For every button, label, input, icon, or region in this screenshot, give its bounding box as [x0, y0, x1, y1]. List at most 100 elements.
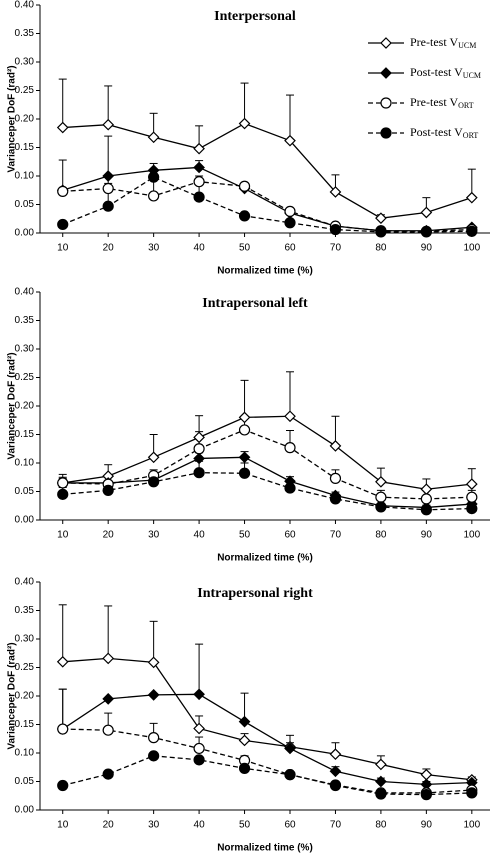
marker	[375, 212, 387, 225]
x-tick-label: 20	[103, 530, 115, 541]
x-tick-label: 90	[421, 243, 433, 254]
marker	[57, 218, 69, 231]
marker	[375, 775, 387, 788]
marker	[193, 467, 205, 479]
x-tick-label: 50	[239, 820, 251, 831]
marker	[329, 748, 342, 760]
marker	[420, 789, 432, 801]
legend-label: Post-test VORT	[410, 125, 478, 140]
marker	[238, 411, 251, 424]
x-tick-label: 70	[330, 820, 342, 831]
series-line	[62, 728, 472, 794]
y-tick-label: 0.30	[15, 344, 35, 355]
legend-marker	[380, 127, 392, 139]
y-tick-label: 0.25	[15, 662, 35, 673]
marker	[193, 176, 205, 188]
legend-marker	[380, 97, 392, 109]
x-tick-label: 40	[194, 530, 206, 541]
marker	[375, 758, 387, 771]
marker	[375, 491, 387, 503]
marker	[148, 171, 160, 183]
legend-subscript: UCM	[463, 71, 481, 80]
series-line	[62, 429, 472, 500]
y-axis-label: Varianceper DoF (rad²)	[7, 65, 18, 172]
y-tick-label: 0.25	[15, 85, 35, 96]
marker	[148, 190, 160, 202]
x-tick-label: 40	[194, 820, 206, 831]
y-tick-label: 0.35	[15, 28, 35, 39]
marker	[193, 688, 205, 701]
y-tick-label: 0.30	[15, 57, 35, 68]
series-line	[62, 415, 472, 490]
marker	[420, 493, 432, 505]
marker	[193, 754, 205, 766]
marker	[420, 206, 433, 219]
x-tick-label: 60	[284, 820, 296, 831]
marker	[238, 210, 251, 222]
marker	[329, 472, 342, 484]
marker	[420, 483, 433, 496]
marker	[102, 484, 114, 496]
series-line	[62, 176, 472, 233]
marker	[465, 191, 478, 204]
y-tick-label: 0.15	[15, 719, 35, 730]
marker	[466, 225, 478, 237]
marker	[102, 200, 114, 212]
marker	[329, 223, 342, 236]
marker	[193, 443, 205, 455]
marker	[284, 442, 296, 454]
y-tick-label: 0.05	[15, 776, 35, 787]
marker	[147, 656, 160, 669]
marker	[284, 205, 296, 217]
y-tick-label: 0.25	[15, 372, 35, 383]
x-tick-label: 80	[375, 243, 387, 254]
series-line	[62, 456, 472, 509]
marker	[102, 170, 115, 182]
marker	[329, 765, 342, 778]
marker	[284, 482, 296, 494]
y-tick-label: 0.40	[15, 0, 35, 11]
marker	[284, 217, 296, 229]
marker	[375, 226, 387, 238]
marker	[148, 476, 160, 488]
legend-name: Post-test V	[410, 125, 463, 139]
marker	[102, 724, 114, 736]
series-line	[62, 122, 473, 219]
marker	[193, 742, 205, 755]
x-axis-label: Normalized time (%)	[217, 843, 313, 854]
y-tick-label: 0.20	[15, 401, 35, 412]
marker	[238, 734, 251, 747]
marker	[375, 475, 387, 488]
x-tick-label: 90	[421, 820, 433, 831]
legend-marker	[380, 37, 392, 49]
y-tick-label: 0.10	[15, 458, 35, 469]
y-tick-label: 0.00	[15, 228, 35, 239]
y-tick-label: 0.20	[15, 691, 35, 702]
marker	[284, 410, 296, 423]
legend-name: Post-test V	[410, 65, 463, 79]
y-tick-label: 0.40	[15, 287, 35, 298]
marker	[57, 488, 69, 500]
legend-name: Pre-test V	[410, 95, 458, 109]
marker	[329, 779, 342, 792]
x-tick-label: 70	[330, 530, 342, 541]
marker	[375, 501, 387, 513]
series-line	[62, 472, 472, 511]
y-tick-label: 0.40	[15, 577, 35, 588]
marker	[57, 185, 69, 197]
x-tick-label: 50	[239, 530, 251, 541]
x-tick-label: 100	[463, 820, 480, 831]
y-tick-label: 0.00	[15, 805, 35, 816]
marker	[238, 467, 251, 479]
x-axis-label: Normalized time (%)	[217, 266, 313, 277]
x-tick-label: 50	[239, 243, 251, 254]
marker	[56, 655, 69, 668]
marker	[102, 693, 115, 705]
marker	[147, 131, 160, 144]
y-tick-label: 0.35	[15, 605, 35, 616]
marker	[420, 226, 432, 238]
marker	[102, 768, 114, 780]
x-tick-label: 80	[375, 820, 387, 831]
marker	[420, 768, 433, 781]
marker	[329, 440, 342, 452]
